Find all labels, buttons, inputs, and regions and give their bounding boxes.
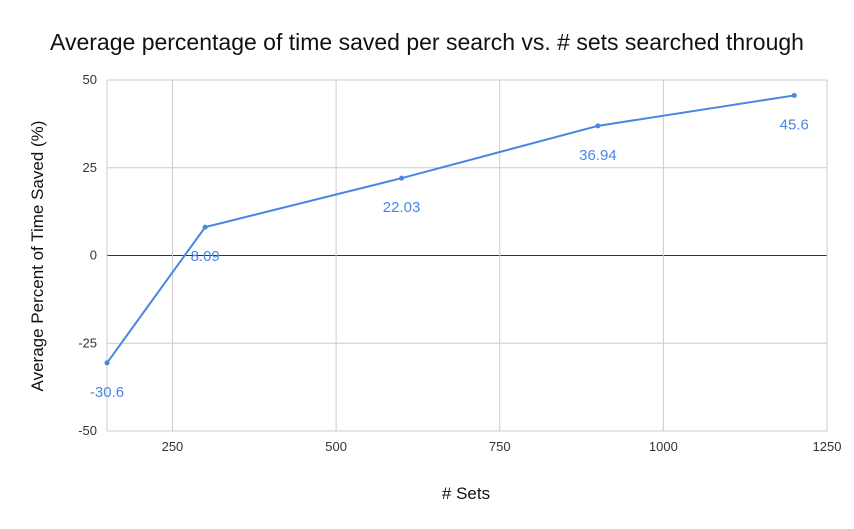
data-label: 45.6: [780, 116, 809, 133]
y-tick-label: -25: [78, 335, 97, 350]
y-tick-label: -50: [78, 423, 97, 438]
data-label: 22.03: [383, 199, 421, 216]
data-point: [791, 92, 797, 98]
data-point: [595, 123, 601, 129]
data-labels: -30.6 8.09 22.03 36.94 45.6: [90, 116, 809, 400]
tick-labels: -50 -25 0 25 50 250 500 750 1000 1250: [78, 72, 841, 454]
data-label: 8.09: [191, 248, 220, 265]
y-tick-label: 25: [83, 160, 97, 175]
x-tick-label: 250: [162, 439, 184, 454]
data-label: -30.6: [90, 384, 124, 401]
y-tick-label: 50: [83, 72, 97, 87]
data-point: [202, 224, 208, 230]
series-line-path: [106, 94, 795, 364]
series-line: [104, 92, 797, 366]
y-axis-label: Average Percent of Time Saved (%): [28, 121, 47, 392]
x-axis-label: # Sets: [442, 484, 490, 503]
chart-title: Average percentage of time saved per sea…: [50, 29, 804, 55]
y-tick-label: 0: [90, 248, 97, 263]
x-tick-label: 1000: [649, 439, 678, 454]
data-label: 36.94: [579, 147, 617, 164]
x-tick-label: 500: [325, 439, 347, 454]
x-tick-label: 750: [489, 439, 511, 454]
x-tick-label: 1250: [813, 439, 842, 454]
data-point: [399, 175, 405, 181]
data-point: [104, 360, 110, 366]
gridlines: [106, 79, 828, 432]
